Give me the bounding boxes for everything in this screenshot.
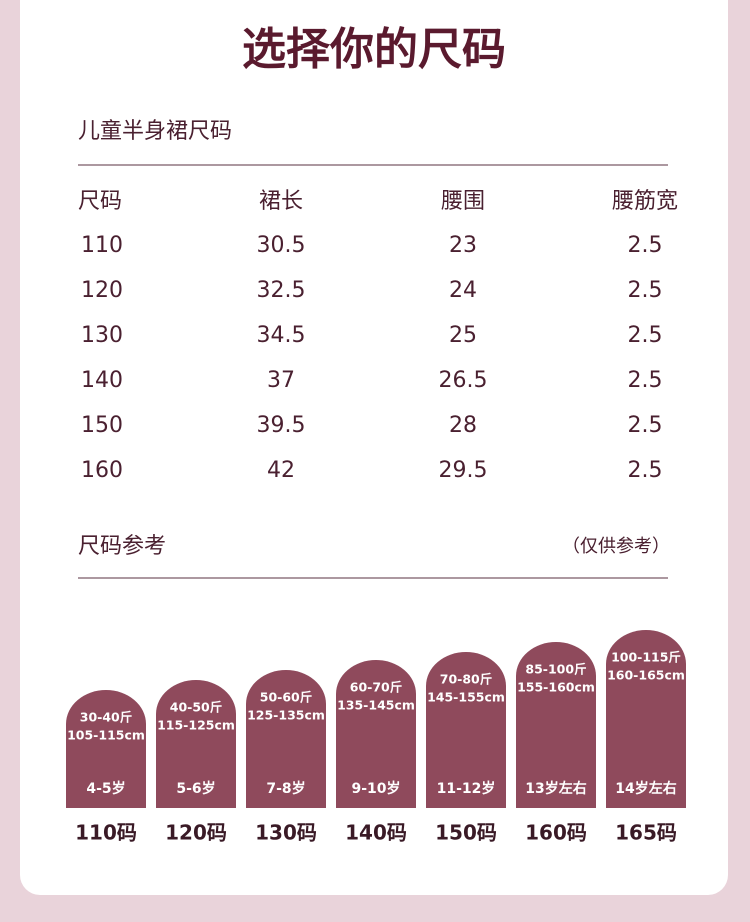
age-label: 7-8岁 — [266, 780, 305, 797]
table-cell: 110 — [81, 233, 123, 258]
size-label: 140码 — [345, 821, 407, 845]
table-cell: 150 — [81, 413, 123, 438]
height-label: 160-165cm — [607, 668, 685, 683]
height-label: 105-115cm — [67, 728, 145, 743]
height-label: 135-145cm — [337, 698, 415, 713]
table-cell: 2.5 — [628, 278, 663, 303]
age-label: 13岁左右 — [525, 780, 586, 797]
section-title: 儿童半身裙尺码 — [78, 119, 232, 144]
table-cell: 130 — [81, 323, 123, 348]
weight-label: 30-40斤 — [80, 710, 132, 725]
weight-label: 100-115斤 — [611, 650, 681, 665]
table-cell: 2.5 — [628, 233, 663, 258]
column-header: 尺码 — [78, 189, 122, 214]
size-label: 165码 — [615, 821, 677, 845]
table-cell: 2.5 — [628, 458, 663, 483]
age-label: 14岁左右 — [615, 780, 676, 797]
size-arch — [156, 680, 236, 808]
size-arch — [606, 630, 686, 808]
height-label: 125-135cm — [247, 708, 325, 723]
column-header: 裙长 — [259, 189, 303, 214]
table-cell: 34.5 — [257, 323, 306, 348]
table-cell: 39.5 — [257, 413, 306, 438]
size-label: 150码 — [435, 821, 497, 845]
size-label: 120码 — [165, 821, 227, 845]
weight-label: 85-100斤 — [525, 662, 586, 677]
section-title: 尺码参考 — [78, 534, 166, 559]
table-cell: 24 — [449, 278, 477, 303]
weight-label: 70-80斤 — [440, 672, 492, 687]
table-cell: 23 — [449, 233, 477, 258]
size-label: 110码 — [75, 821, 137, 845]
column-header: 腰筋宽 — [612, 189, 678, 214]
size-label: 160码 — [525, 821, 587, 845]
weight-label: 40-50斤 — [170, 700, 222, 715]
age-label: 9-10岁 — [351, 780, 400, 797]
table-cell: 30.5 — [257, 233, 306, 258]
table-cell: 2.5 — [628, 368, 663, 393]
table-cell: 42 — [267, 458, 295, 483]
size-arch — [336, 660, 416, 808]
table-cell: 29.5 — [439, 458, 488, 483]
height-label: 155-160cm — [517, 680, 595, 695]
table-cell: 32.5 — [257, 278, 306, 303]
age-label: 5-6岁 — [176, 780, 215, 797]
column-header: 腰围 — [441, 189, 485, 214]
size-label: 130码 — [255, 821, 317, 845]
size-arch — [246, 670, 326, 808]
age-label: 11-12岁 — [437, 780, 496, 797]
title: 选择你的尺码 — [242, 24, 506, 75]
table-cell: 37 — [267, 368, 295, 393]
table-cell: 26.5 — [439, 368, 488, 393]
table-cell: 2.5 — [628, 323, 663, 348]
note: （仅供参考） — [562, 536, 670, 557]
weight-label: 60-70斤 — [350, 680, 402, 695]
size-arch — [66, 690, 146, 808]
table-cell: 120 — [81, 278, 123, 303]
height-label: 115-125cm — [157, 718, 235, 733]
table-cell: 28 — [449, 413, 477, 438]
height-label: 145-155cm — [427, 690, 505, 705]
table-cell: 160 — [81, 458, 123, 483]
table-cell: 140 — [81, 368, 123, 393]
table-cell: 25 — [449, 323, 477, 348]
table-cell: 2.5 — [628, 413, 663, 438]
size-arch — [516, 642, 596, 808]
age-label: 4-5岁 — [86, 780, 125, 797]
size-arch — [426, 652, 506, 808]
weight-label: 50-60斤 — [260, 690, 312, 705]
